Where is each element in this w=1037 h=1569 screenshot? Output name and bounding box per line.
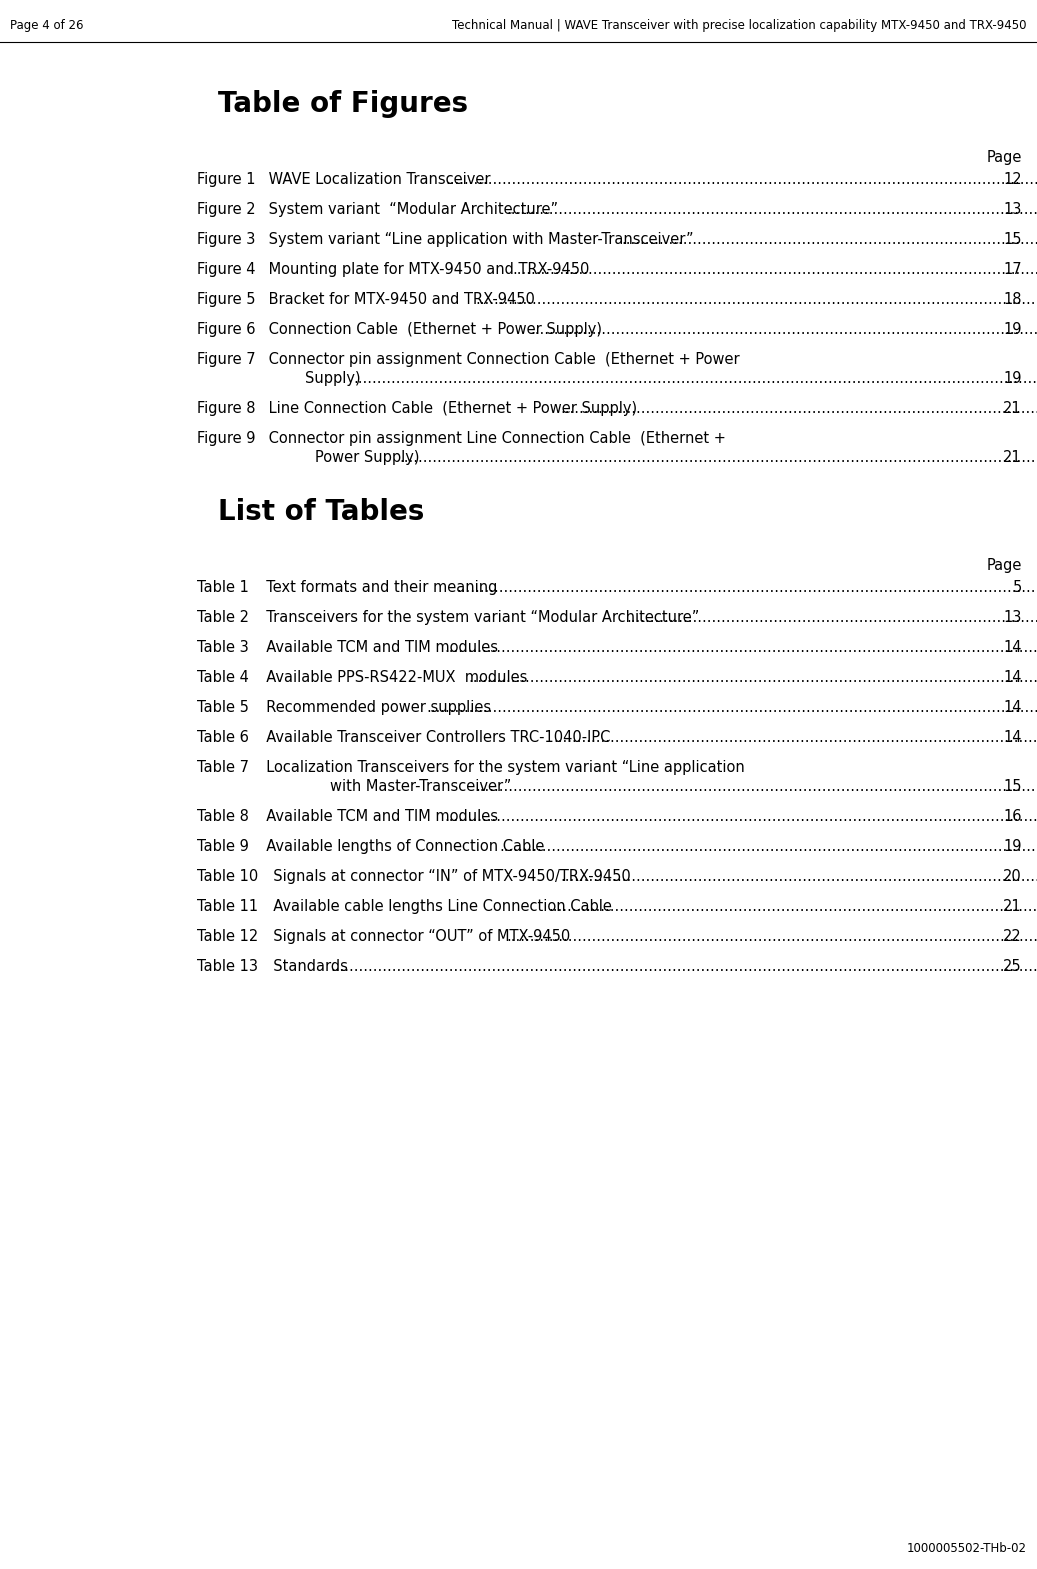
Text: Table 3: Table 3 — [197, 640, 249, 654]
Text: Figure 4: Figure 4 — [197, 262, 255, 278]
Text: ................................................................................: ........................................… — [426, 700, 1037, 715]
Text: 14: 14 — [1004, 700, 1022, 715]
Text: 13: 13 — [1004, 610, 1022, 624]
Text: ................................................................................: ........................................… — [499, 839, 1037, 854]
Text: Table 1: Table 1 — [197, 581, 249, 595]
Text: ................................................................................: ........................................… — [560, 869, 1037, 883]
Text: 19: 19 — [1004, 839, 1022, 854]
Text: Available PPS-RS422-MUX  modules: Available PPS-RS422-MUX modules — [257, 670, 532, 686]
Text: Figure 5: Figure 5 — [197, 292, 255, 308]
Text: Connector pin assignment Line Connection Cable  (Ethernet +: Connector pin assignment Line Connection… — [264, 431, 726, 446]
Text: Table 2: Table 2 — [197, 610, 249, 624]
Text: 12: 12 — [1004, 173, 1022, 187]
Text: Transceivers for the system variant “Modular Architecture”: Transceivers for the system variant “Mod… — [257, 610, 704, 624]
Text: System variant “Line application with Master-Transceiver”: System variant “Line application with Ma… — [264, 232, 698, 246]
Text: Table 10: Table 10 — [197, 869, 258, 883]
Text: ................................................................................: ........................................… — [445, 640, 1037, 654]
Text: 19: 19 — [1004, 370, 1022, 386]
Text: Supply): Supply) — [305, 370, 365, 386]
Text: System variant  “Modular Architecture”: System variant “Modular Architecture” — [264, 202, 563, 217]
Text: 17: 17 — [1004, 262, 1022, 278]
Text: Available lengths of Connection Cable: Available lengths of Connection Cable — [257, 839, 549, 854]
Text: 1000005502-THb-02: 1000005502-THb-02 — [907, 1542, 1027, 1555]
Text: 15: 15 — [1004, 778, 1022, 794]
Text: 18: 18 — [1004, 292, 1022, 308]
Text: Localization Transceivers for the system variant “Line application: Localization Transceivers for the system… — [257, 759, 745, 775]
Text: Bracket for MTX-9450 and TRX-9450: Bracket for MTX-9450 and TRX-9450 — [264, 292, 539, 308]
Text: with Master-Transceiver”: with Master-Transceiver” — [330, 778, 511, 794]
Text: 15: 15 — [1004, 232, 1022, 246]
Text: Signals at connector “OUT” of MTX-9450: Signals at connector “OUT” of MTX-9450 — [264, 929, 570, 945]
Text: ................................................................................: ........................................… — [621, 232, 1037, 246]
Text: 22: 22 — [1003, 929, 1022, 945]
Text: ................................................................................: ........................................… — [560, 402, 1037, 416]
Text: ................................................................................: ........................................… — [506, 202, 1037, 217]
Text: ................................................................................: ........................................… — [469, 670, 1037, 686]
Text: 21: 21 — [1004, 450, 1022, 464]
Text: 14: 14 — [1004, 730, 1022, 745]
Text: 13: 13 — [1004, 202, 1022, 217]
Text: ................................................................................: ........................................… — [445, 810, 1037, 824]
Text: Table 12: Table 12 — [197, 929, 258, 945]
Text: 5: 5 — [1013, 581, 1022, 595]
Text: ................................................................................: ........................................… — [456, 581, 1037, 595]
Text: Standards: Standards — [264, 959, 347, 974]
Text: ................................................................................: ........................................… — [554, 730, 1037, 745]
Text: Figure 7: Figure 7 — [197, 351, 256, 367]
Text: ................................................................................: ........................................… — [446, 173, 1037, 187]
Text: Table 6: Table 6 — [197, 730, 249, 745]
Text: 20: 20 — [1003, 869, 1022, 883]
Text: Recommended power supplies: Recommended power supplies — [257, 700, 492, 715]
Text: Figure 9: Figure 9 — [197, 431, 255, 446]
Text: 19: 19 — [1004, 322, 1022, 337]
Text: Figure 2: Figure 2 — [197, 202, 256, 217]
Text: ................................................................................: ........................................… — [626, 610, 1037, 624]
Text: Table 9: Table 9 — [197, 839, 249, 854]
Text: Text formats and their meaning: Text formats and their meaning — [257, 581, 502, 595]
Text: ................................................................................: ........................................… — [512, 262, 1037, 278]
Text: Technical Manual | WAVE Transceiver with precise localization capability MTX-945: Technical Manual | WAVE Transceiver with… — [452, 19, 1027, 33]
Text: ................................................................................: ........................................… — [331, 959, 1037, 974]
Text: Table 8: Table 8 — [197, 810, 249, 824]
Text: Figure 3: Figure 3 — [197, 232, 255, 246]
Text: Available TCM and TIM modules: Available TCM and TIM modules — [257, 640, 498, 654]
Text: 14: 14 — [1004, 640, 1022, 654]
Text: List of Tables: List of Tables — [218, 497, 424, 526]
Text: ................................................................................: ........................................… — [506, 929, 1037, 945]
Text: Power Supply): Power Supply) — [315, 450, 424, 464]
Text: Figure 8: Figure 8 — [197, 402, 255, 416]
Text: 16: 16 — [1004, 810, 1022, 824]
Text: ................................................................................: ........................................… — [476, 292, 1037, 308]
Text: Available Transceiver Controllers TRC-1040-IPC: Available Transceiver Controllers TRC-10… — [257, 730, 615, 745]
Text: Connector pin assignment Connection Cable  (Ethernet + Power: Connector pin assignment Connection Cabl… — [264, 351, 739, 367]
Text: Signals at connector “IN” of MTX-9450/TRX-9450: Signals at connector “IN” of MTX-9450/TR… — [264, 869, 636, 883]
Text: Available cable lengths Line Connection Cable: Available cable lengths Line Connection … — [264, 899, 612, 915]
Text: Page 4 of 26: Page 4 of 26 — [10, 19, 84, 33]
Text: ................................................................................: ........................................… — [475, 778, 1037, 794]
Text: Figure 1: Figure 1 — [197, 173, 255, 187]
Text: Table of Figures: Table of Figures — [218, 89, 468, 118]
Text: WAVE Localization Transceiver: WAVE Localization Transceiver — [264, 173, 491, 187]
Text: Page: Page — [986, 559, 1022, 573]
Text: ................................................................................: ........................................… — [354, 370, 1037, 386]
Text: Table 4: Table 4 — [197, 670, 249, 686]
Text: Table 11: Table 11 — [197, 899, 258, 915]
Text: 21: 21 — [1004, 899, 1022, 915]
Text: Connection Cable  (Ethernet + Power Supply): Connection Cable (Ethernet + Power Suppl… — [264, 322, 602, 337]
Text: ................................................................................: ........................................… — [530, 322, 1037, 337]
Text: Available TCM and TIM modules: Available TCM and TIM modules — [257, 810, 498, 824]
Text: ................................................................................: ........................................… — [399, 450, 1037, 464]
Text: Table 13: Table 13 — [197, 959, 258, 974]
Text: Table 5: Table 5 — [197, 700, 249, 715]
Text: Figure 6: Figure 6 — [197, 322, 255, 337]
Text: Mounting plate for MTX-9450 and TRX-9450: Mounting plate for MTX-9450 and TRX-9450 — [264, 262, 589, 278]
Text: Line Connection Cable  (Ethernet + Power Supply): Line Connection Cable (Ethernet + Power … — [264, 402, 637, 416]
Text: 14: 14 — [1004, 670, 1022, 686]
Text: Table 7: Table 7 — [197, 759, 249, 775]
Text: 21: 21 — [1004, 402, 1022, 416]
Text: 25: 25 — [1004, 959, 1022, 974]
Text: ................................................................................: ........................................… — [549, 899, 1037, 915]
Text: Page: Page — [986, 151, 1022, 165]
